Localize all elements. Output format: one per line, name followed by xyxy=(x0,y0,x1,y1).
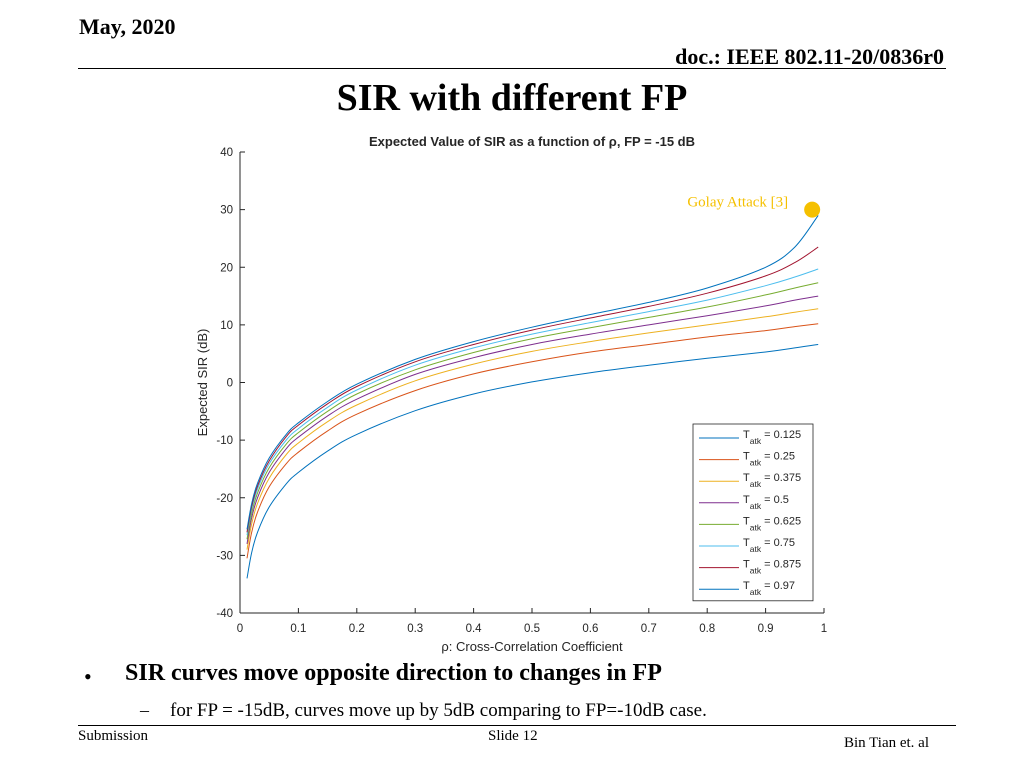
legend-label: Tatk = 0.5 xyxy=(743,494,789,511)
slide-title: SIR with different FP xyxy=(336,77,688,119)
chart-title: Expected Value of SIR as a function of ρ… xyxy=(369,134,695,149)
chart-annotation: Golay Attack [3] xyxy=(687,195,821,218)
legend-label: Tatk = 0.375 xyxy=(743,472,801,489)
y-tick-label: -20 xyxy=(216,493,233,505)
chart-axes: 0 0.1 0.2 0.3 0.4 0.5 0.6 0.7 0.8 0.9 1 40 30 20 10 0 -1… xyxy=(195,147,827,654)
x-tick-label: 0.8 xyxy=(699,623,715,635)
x-tick-label: 0.7 xyxy=(641,623,657,635)
y-tick-label: 20 xyxy=(220,262,233,274)
x-tick-label: 0.5 xyxy=(524,623,540,635)
x-axis-label: ρ: Cross-Correlation Coefficient xyxy=(441,639,623,654)
legend-box xyxy=(692,423,814,602)
y-tick-label: -40 xyxy=(216,608,233,620)
header-doc-id: doc.: IEEE 802.11-20/0836r0 xyxy=(675,44,944,69)
y-axis-label: Expected SIR (dB) xyxy=(195,329,210,437)
x-tick-label: 0.6 xyxy=(582,623,598,635)
golay-attack-label: Golay Attack [3] xyxy=(687,195,788,211)
legend-label: Tatk = 0.97 xyxy=(743,580,795,597)
x-tick-label: 0.1 xyxy=(290,623,306,635)
golay-attack-marker xyxy=(804,201,821,218)
series-line-5 xyxy=(246,282,819,540)
chart-series-group xyxy=(246,215,819,579)
bullet-text: SIR curves move opposite direction to ch… xyxy=(125,660,662,686)
legend-label: Tatk = 0.625 xyxy=(743,515,801,532)
y-tick-label: 10 xyxy=(220,320,233,332)
sub-bullet-marker: – xyxy=(140,700,149,720)
series-line-7 xyxy=(246,246,819,533)
header-date: May, 2020 xyxy=(79,14,176,39)
x-tick-label: 0.2 xyxy=(349,623,365,635)
footer-divider xyxy=(78,725,956,726)
y-tick-label: -10 xyxy=(216,435,233,447)
series-line-4 xyxy=(246,295,819,544)
legend-label: Tatk = 0.75 xyxy=(743,537,795,554)
chart-legend: Tatk = 0.125 Tatk = 0.25 Tatk = 0.375 Tatk … xyxy=(692,423,814,602)
y-tick-label: 40 xyxy=(220,147,233,159)
bullet-marker: • xyxy=(84,664,92,689)
footer-authors: Bin Tian et. al xyxy=(844,735,930,751)
series-line-1 xyxy=(246,344,819,579)
footer-slide-number: Slide 12 xyxy=(488,728,538,744)
sub-bullet-text: for FP = -15dB, curves move up by 5dB co… xyxy=(170,700,707,721)
series-line-2 xyxy=(246,323,819,559)
legend-label: Tatk = 0.25 xyxy=(743,451,795,468)
header-divider xyxy=(78,68,946,69)
x-tick-label: 1 xyxy=(821,623,827,635)
x-tick-label: 0.9 xyxy=(758,623,774,635)
y-tick-label: 30 xyxy=(220,205,233,217)
footer-submission: Submission xyxy=(78,728,149,744)
series-line-8 xyxy=(246,215,819,530)
y-tick-label: 0 xyxy=(227,378,233,390)
series-line-6 xyxy=(246,268,819,536)
legend-label: Tatk = 0.875 xyxy=(743,559,801,576)
legend-label: Tatk = 0.125 xyxy=(743,429,801,446)
x-tick-label: 0.4 xyxy=(466,623,483,635)
x-tick-label: 0.3 xyxy=(407,623,423,635)
series-line-3 xyxy=(246,308,819,550)
x-tick-label: 0 xyxy=(237,623,243,635)
sir-line-chart: Expected Value of SIR as a function of ρ… xyxy=(195,134,827,654)
y-tick-label: -30 xyxy=(216,550,233,562)
